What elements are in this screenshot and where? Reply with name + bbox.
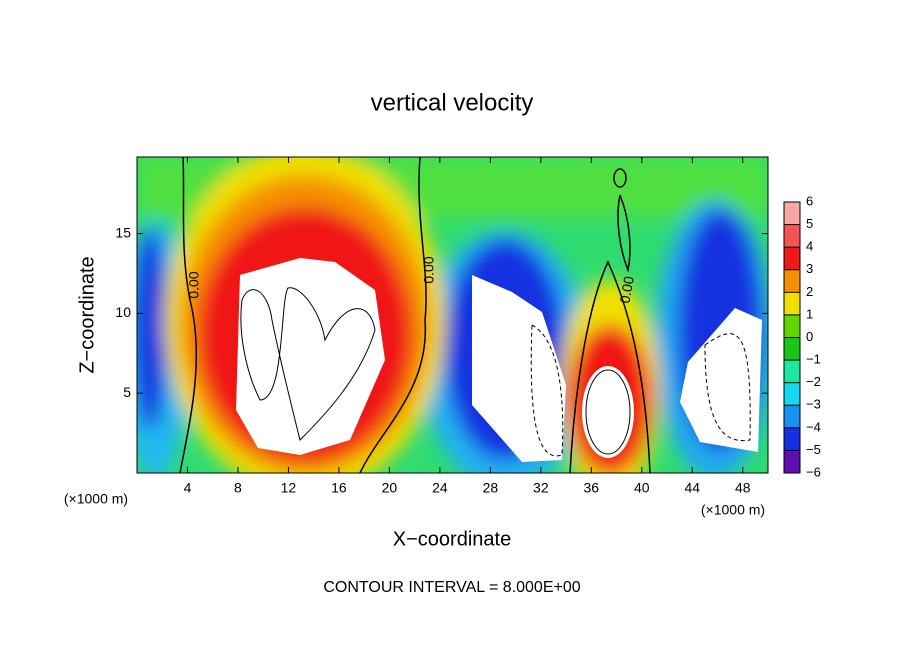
contour-label: 0.00 <box>421 256 437 283</box>
colorbar-band <box>784 337 800 361</box>
x-tick-label: 32 <box>533 480 549 496</box>
colorbar-label: −3 <box>806 397 821 412</box>
colorbar-label: 4 <box>806 239 813 254</box>
y-tick-label: 15 <box>115 224 131 240</box>
x-axis-label: X−coordinate <box>393 528 511 550</box>
x-tick-label: 20 <box>382 480 398 496</box>
contour-label: 0.00 <box>186 271 202 298</box>
y-unit: (×1000 m) <box>64 491 128 507</box>
colorbar-band <box>784 247 800 271</box>
x-tick-label: 36 <box>584 480 600 496</box>
colorbar-label: −1 <box>806 352 821 367</box>
y-axis-label: Z−coordinate <box>76 256 98 373</box>
colorbar-band <box>784 382 800 406</box>
colorbar-label: 3 <box>806 261 813 276</box>
colorbar-label: −4 <box>806 419 821 434</box>
colorbar-label: 6 <box>806 193 813 208</box>
colorbar-band <box>784 314 800 338</box>
y-tick-label: 5 <box>123 384 131 400</box>
colorbar-band <box>784 224 800 248</box>
x-tick-label: 4 <box>184 480 192 496</box>
colorbar-label: 0 <box>806 329 813 344</box>
colorbar-label: 2 <box>806 284 813 299</box>
colorbar-band <box>784 427 800 451</box>
x-tick-label: 12 <box>281 480 297 496</box>
plot-frame <box>136 156 769 474</box>
contour-label: 0.00 <box>616 275 637 305</box>
x-tick-label: 8 <box>234 480 242 496</box>
colorbar-band <box>784 269 800 293</box>
colorbar-band <box>784 202 800 226</box>
x-tick-label: 44 <box>684 480 700 496</box>
colorbar-label: −2 <box>806 374 821 389</box>
x-tick-label: 28 <box>483 480 499 496</box>
x-unit: (×1000 m) <box>701 502 765 518</box>
chart-title: vertical velocity <box>371 89 534 116</box>
colorbar-band <box>784 450 800 474</box>
colorbar-band <box>784 292 800 316</box>
field <box>137 157 768 473</box>
colorbar-band <box>784 405 800 429</box>
footnote: CONTOUR INTERVAL = 8.000E+00 <box>323 579 580 596</box>
colorbar-label: 1 <box>806 306 813 321</box>
x-tick-label: 48 <box>735 480 751 496</box>
colorbar-label: −6 <box>806 464 821 479</box>
colorbar-label: −5 <box>806 442 821 457</box>
y-tick-label: 10 <box>115 304 131 320</box>
colorbar-band <box>784 360 800 384</box>
x-tick-label: 40 <box>634 480 650 496</box>
x-tick-label: 24 <box>432 480 448 496</box>
x-tick-label: 16 <box>331 480 347 496</box>
colorbar-label: 5 <box>806 216 813 231</box>
